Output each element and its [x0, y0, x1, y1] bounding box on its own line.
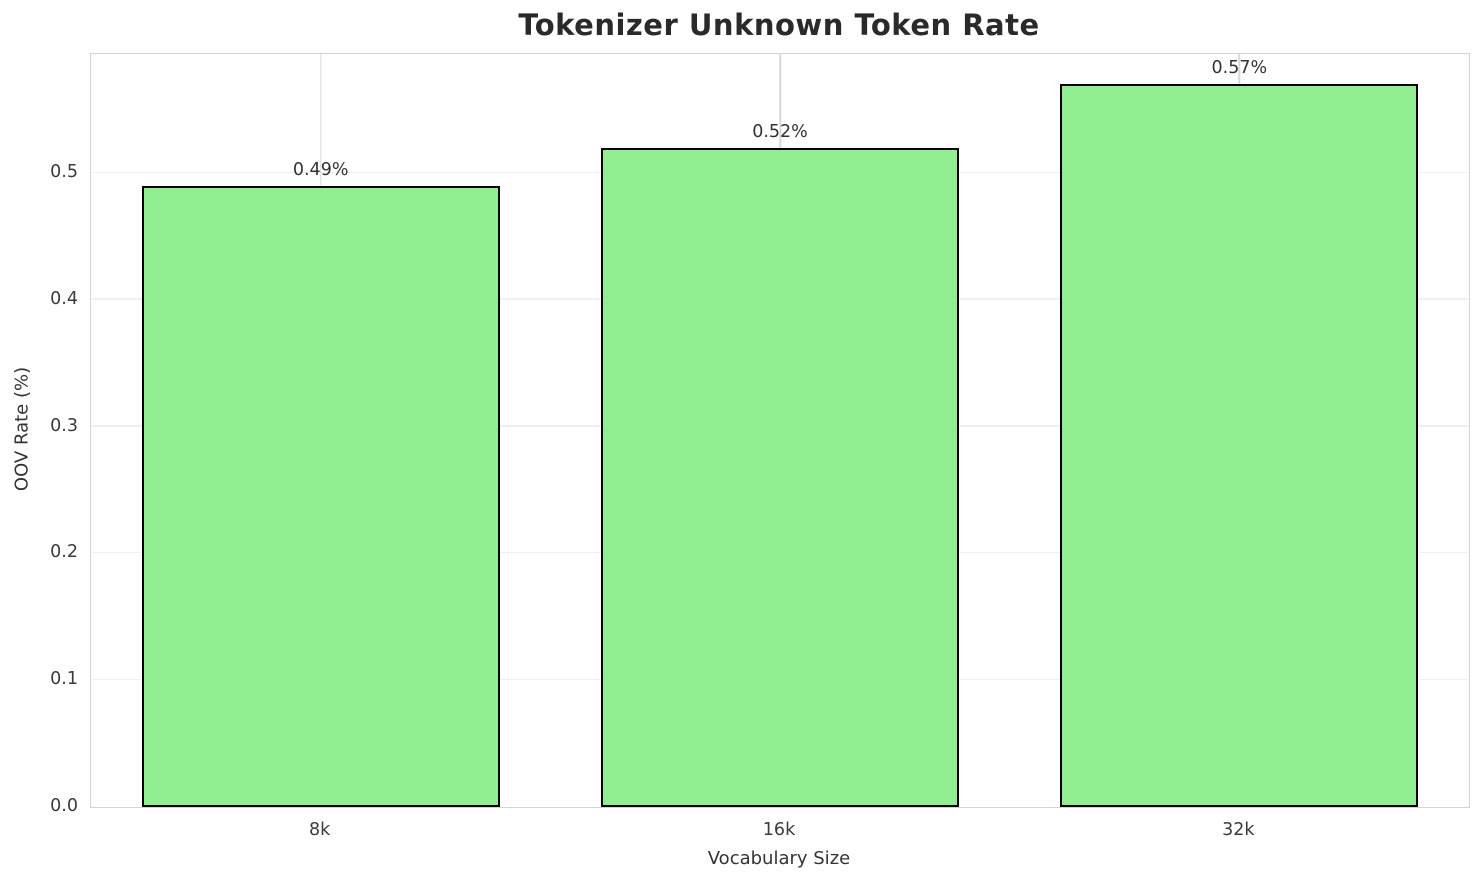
x-tick-label: 16k [762, 820, 796, 840]
bar-32k [1060, 84, 1419, 807]
bar-value-label: 0.57% [1211, 58, 1268, 79]
y-tick-label: 0.1 [50, 669, 78, 690]
plot-area: 0.49% 0.52% 0.57% [90, 53, 1470, 808]
y-tick-label: 0.4 [50, 288, 78, 309]
x-axis-label: Vocabulary Size [707, 848, 851, 869]
x-tick-label: 32k [1222, 820, 1255, 840]
bar-8k [141, 185, 500, 807]
x-tick-label: 8k [309, 820, 331, 840]
y-tick-label: 0.5 [50, 162, 78, 183]
bar-value-label: 0.52% [752, 121, 808, 142]
y-tick-label: 0.2 [50, 542, 78, 563]
bar-value-label: 0.49% [292, 159, 349, 180]
y-tick-label: 0.3 [50, 415, 78, 436]
bar-16k [600, 147, 960, 807]
chart-title: Tokenizer Unknown Token Rate [518, 8, 1040, 42]
y-tick-label: 0.0 [50, 796, 78, 816]
